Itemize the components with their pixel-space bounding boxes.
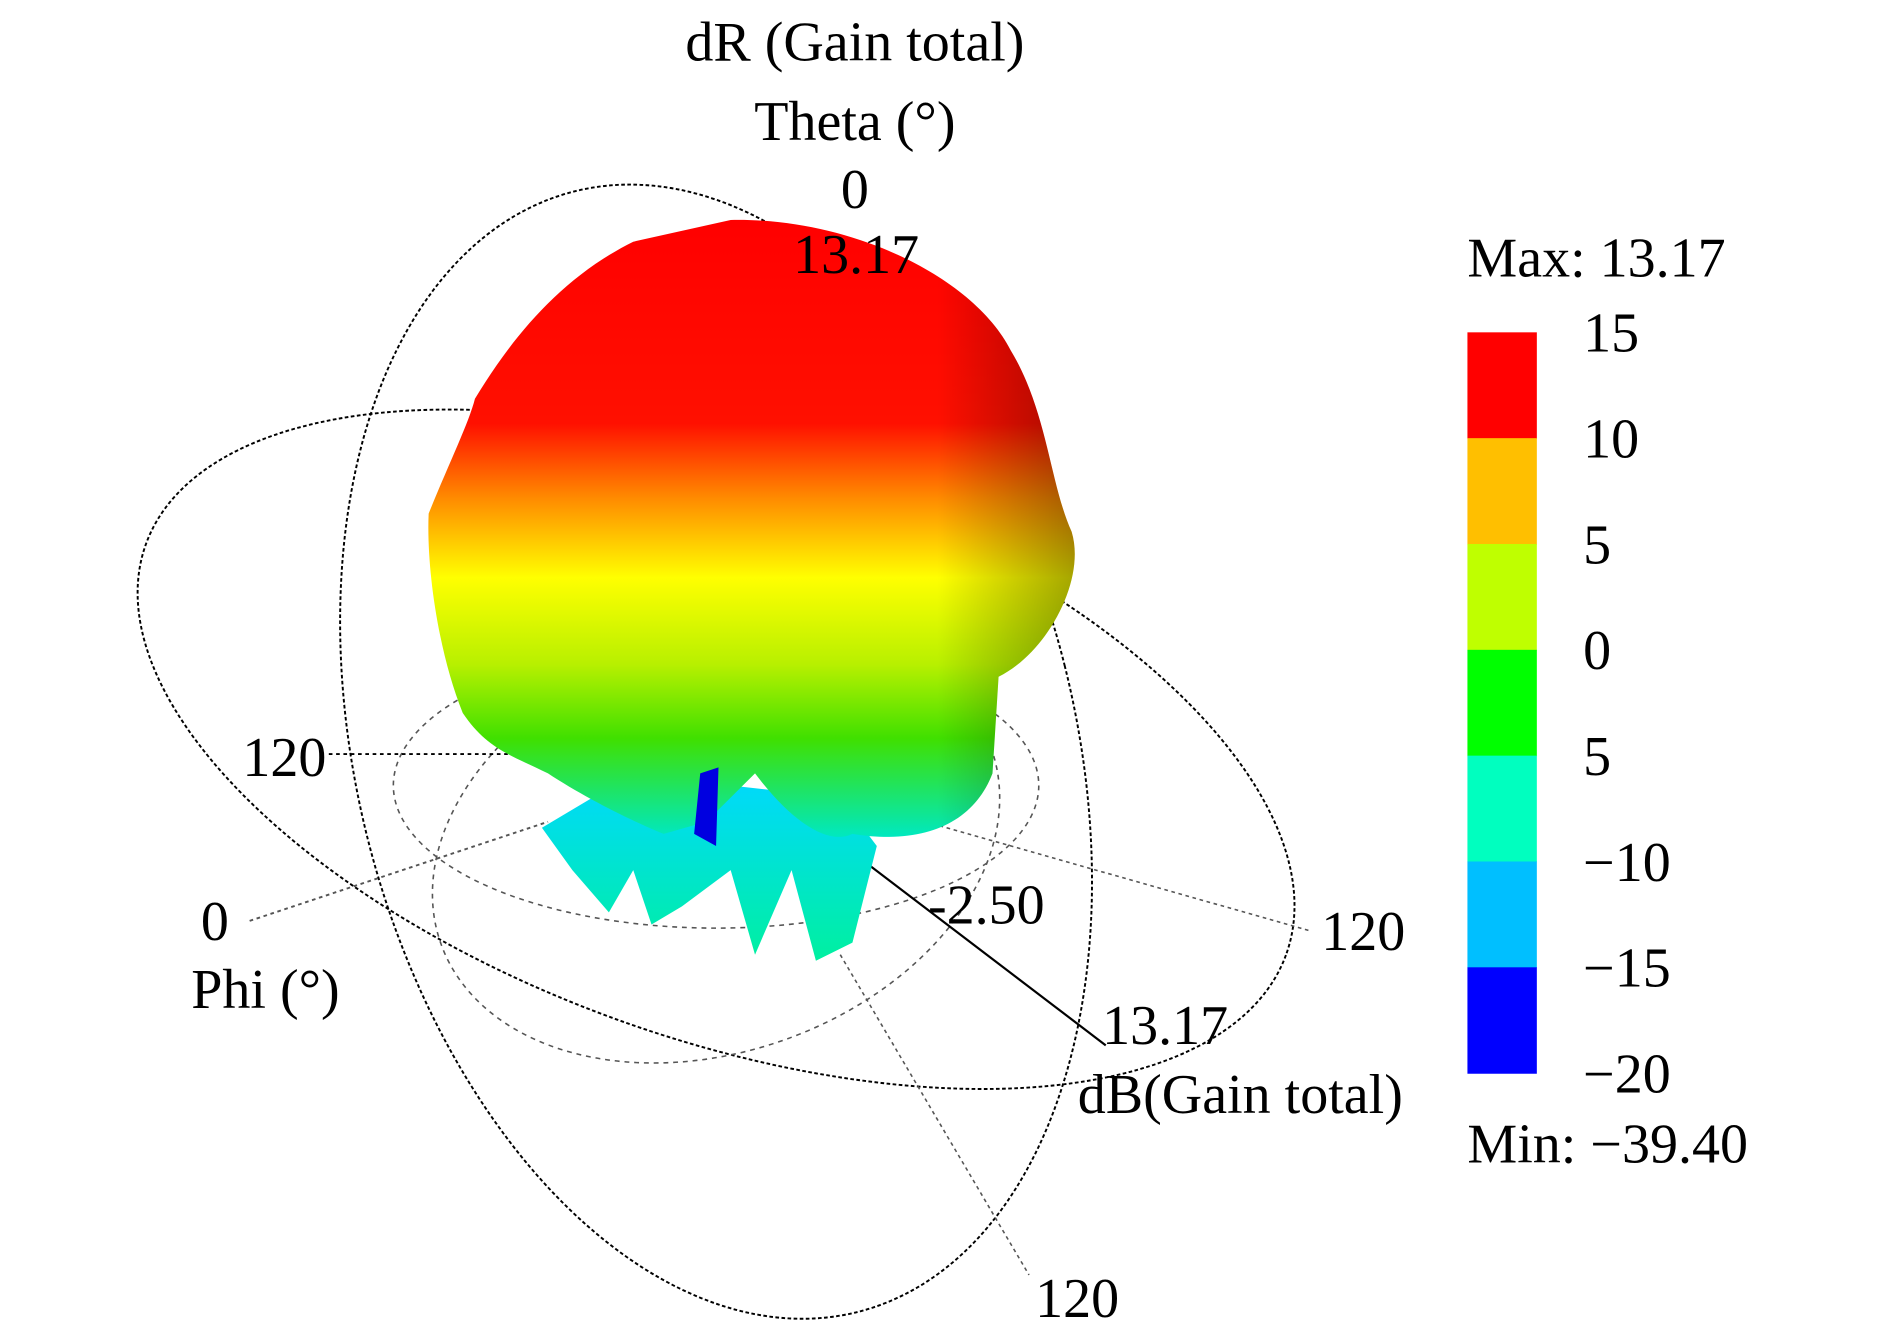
- colorbar-tick-label: 15: [1583, 303, 1639, 365]
- null-region: [694, 767, 719, 846]
- colorbar-max-label: Max: 13.17: [1467, 228, 1725, 290]
- theta-120-bottom-axis: [839, 954, 1030, 1276]
- colorbar-tick-label: −15: [1583, 938, 1671, 1000]
- colorbar-min-label: Min: −39.40: [1467, 1114, 1748, 1176]
- theta-tick-0: 0: [841, 159, 869, 221]
- colorbar-tick-label: −20: [1583, 1044, 1671, 1106]
- colorbar-band-0: [1467, 332, 1537, 439]
- surface-shading: [730, 219, 1075, 837]
- theta-tick-120-left: 120: [242, 727, 326, 789]
- gain-surface: [428, 219, 1075, 961]
- colorbar: Max: 13.17 15 10 5 0 5 −10 −15 −20 Min: −39.40: [1467, 228, 1748, 1176]
- radial-axis-label: dB(Gain total): [1078, 1064, 1403, 1126]
- radial-tick-min: -2.50: [928, 874, 1045, 936]
- vertical-great-circle: [339, 183, 1093, 1320]
- phi-axis-label: Phi (°): [191, 959, 339, 1021]
- back-lobes: [541, 773, 877, 961]
- phi-tick-120: 120: [1321, 901, 1405, 963]
- colorbar-tick-label: 5: [1583, 726, 1611, 788]
- colorbar-tick-label: 5: [1583, 515, 1611, 577]
- colorbar-band-6: [1467, 967, 1537, 1074]
- theta-axis-label: Theta (°): [754, 91, 955, 153]
- radial-axis: [827, 832, 1107, 1047]
- colorbar-band-4: [1467, 755, 1537, 863]
- phi-120-axis: [925, 821, 1310, 932]
- colorbar-tick-label: 10: [1583, 409, 1639, 471]
- phi-tick-0: 0: [201, 891, 229, 953]
- colorbar-tick-label: −10: [1583, 832, 1671, 894]
- colorbar-band-5: [1467, 861, 1537, 968]
- phi-0-axis: [249, 820, 549, 922]
- colorbar-tick-label: 0: [1583, 620, 1611, 682]
- colorbar-band-3: [1467, 649, 1537, 757]
- colorbar-band-1: [1467, 438, 1537, 545]
- inner-ring-horizontal: [392, 642, 1040, 929]
- theta-tick-120-bottom: 120: [1035, 1268, 1119, 1330]
- radial-top-value: 13.17: [793, 224, 919, 286]
- radial-tick-max: 13.17: [1102, 995, 1228, 1057]
- colorbar-band-2: [1467, 543, 1537, 651]
- horizontal-great-circle: [136, 408, 1296, 1090]
- chart-title: dR (Gain total): [685, 12, 1024, 74]
